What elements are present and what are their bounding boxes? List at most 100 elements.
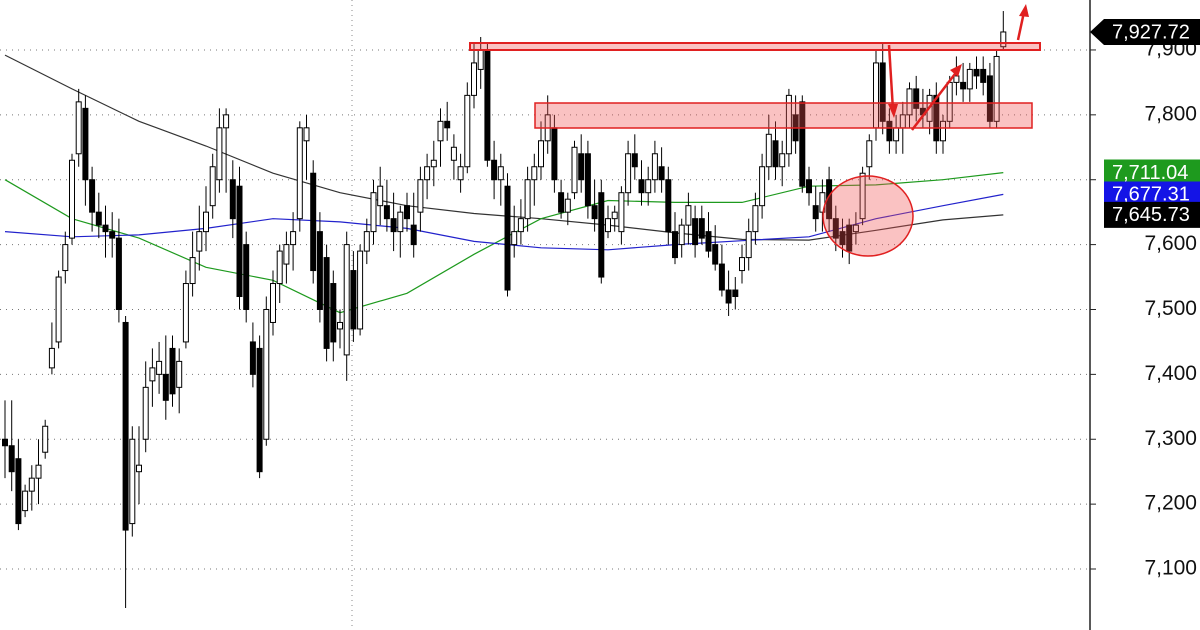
candle-body [122,321,129,531]
candle-body [645,179,652,194]
candle-body [491,159,498,181]
arrow-head [1019,4,1029,17]
arrow [887,44,895,111]
candle-body [745,231,752,259]
price-tag-label: 7,677.31 [1112,184,1190,206]
candle-body [263,308,270,440]
candle-body [337,321,343,330]
candle-body [886,120,893,142]
y-tick-label: 7,100 [1144,557,1197,580]
price-tag [1104,201,1200,228]
candle-body [28,477,35,492]
candle-body [115,237,122,310]
candle-body [129,438,136,525]
candle-body [692,218,699,246]
candle-body [196,231,203,252]
candle-body [497,166,504,181]
candle-body [310,172,317,272]
candle-body [852,224,859,233]
candle-body [169,347,176,395]
candle-body [605,218,611,233]
candle-body [35,464,42,479]
candle-body [109,231,116,239]
candle-body [363,231,370,252]
candle-body [484,49,491,161]
candle-body [638,179,645,194]
candle-body [303,127,310,142]
candle-body [839,231,846,246]
candle-body [725,289,732,304]
candle-body [457,166,464,181]
candle-body [350,270,357,330]
candle-body [879,62,886,122]
candle-body [397,211,404,233]
candle-body [290,231,297,246]
candle-body [571,146,578,194]
candle-body [450,146,457,161]
candle-body [15,458,22,525]
candle-body [82,107,89,181]
candle-body [953,75,960,83]
candle-body [618,192,625,233]
candle-body [973,68,980,77]
highlight-circle [822,175,914,257]
candle-body [578,153,585,181]
candle-body [672,231,678,259]
candle-body [517,218,524,233]
candle-body [330,283,337,343]
candle-body [511,231,518,246]
candle-body [940,120,946,142]
candle-body [752,205,759,233]
candle-body [477,49,484,70]
candle-body [779,153,786,168]
candle-body [631,153,638,168]
arrow [1016,11,1026,41]
y-tick-label: 7,500 [1144,297,1197,320]
candle-body [223,114,230,129]
candle-body [866,140,873,168]
candle-body [357,250,364,330]
candle-body [906,88,913,116]
candle-body [370,192,377,233]
candle-body [471,62,477,96]
candle-body [986,75,993,122]
candle-body [785,94,792,155]
candle-body [524,179,531,220]
candle-body [256,347,263,473]
annotations [469,4,1041,257]
candle-body [759,166,766,207]
candle-body [611,211,618,220]
candle-body [156,360,163,375]
candle-body [960,81,967,90]
candle-body [48,347,55,369]
candle-body [343,244,350,356]
y-tick-label: 7,300 [1144,427,1197,450]
candle-body [55,276,62,343]
candle-body [685,205,692,226]
candle-body [993,55,1000,122]
candle-body [504,185,511,291]
candle-body [136,464,142,473]
candle-body [404,205,410,220]
marks [2,11,1007,608]
candle-body [22,490,29,512]
candle-body [430,159,437,168]
candle-body [323,257,330,349]
candle-body [658,166,665,181]
candle-body [772,140,779,168]
candle-body [444,120,451,129]
resistance-zone [469,42,1041,51]
candle-body [390,218,397,233]
candle-body [718,263,725,291]
candle-body [705,231,712,252]
price-tag-label: 7,927.72 [1112,21,1190,43]
candle-body [243,244,250,310]
candle-body [1000,31,1007,48]
candle-body [765,133,772,168]
candle-body [75,101,82,155]
candle-body [8,445,15,473]
candle-body [564,198,571,213]
candle-body [913,88,920,109]
